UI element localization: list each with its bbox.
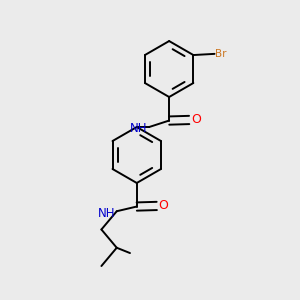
- Text: Br: Br: [215, 49, 227, 59]
- Text: NH: NH: [98, 207, 115, 220]
- Text: NH: NH: [130, 122, 148, 135]
- Text: O: O: [158, 199, 168, 212]
- Text: O: O: [191, 113, 201, 126]
